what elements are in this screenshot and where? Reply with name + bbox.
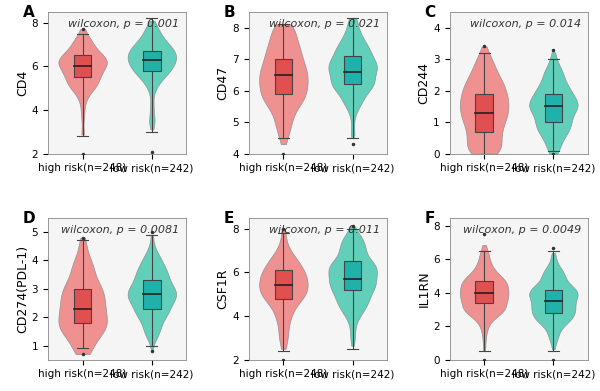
- Y-axis label: CD244: CD244: [418, 62, 430, 104]
- Bar: [344, 56, 361, 84]
- Y-axis label: CD47: CD47: [217, 66, 230, 100]
- Text: D: D: [23, 211, 36, 226]
- Text: C: C: [425, 5, 436, 20]
- Bar: [74, 289, 91, 323]
- Y-axis label: CD274(PDL-1): CD274(PDL-1): [16, 245, 29, 333]
- Text: wilcoxon, p = 0.011: wilcoxon, p = 0.011: [269, 225, 380, 235]
- Text: A: A: [23, 5, 35, 20]
- Text: wilcoxon, p = 0.014: wilcoxon, p = 0.014: [470, 19, 581, 29]
- Bar: [143, 280, 161, 308]
- Text: wilcoxon, p = 0.0049: wilcoxon, p = 0.0049: [463, 225, 581, 235]
- Bar: [275, 270, 292, 299]
- Bar: [143, 51, 161, 71]
- Y-axis label: CD4: CD4: [16, 70, 29, 96]
- Bar: [545, 290, 562, 313]
- Bar: [475, 94, 493, 132]
- Y-axis label: IL1RN: IL1RN: [418, 271, 430, 307]
- Text: F: F: [425, 211, 435, 226]
- Text: E: E: [224, 211, 234, 226]
- Text: B: B: [224, 5, 235, 20]
- Bar: [344, 262, 361, 290]
- Bar: [475, 281, 493, 303]
- Bar: [275, 59, 292, 94]
- Y-axis label: CSF1R: CSF1R: [217, 269, 230, 309]
- Text: wilcoxon, p = 0.021: wilcoxon, p = 0.021: [269, 19, 380, 29]
- Text: wilcoxon, p = 0.0081: wilcoxon, p = 0.0081: [61, 225, 179, 235]
- Bar: [545, 94, 562, 122]
- Text: wilcoxon, p = 0.001: wilcoxon, p = 0.001: [68, 19, 179, 29]
- Bar: [74, 56, 91, 77]
